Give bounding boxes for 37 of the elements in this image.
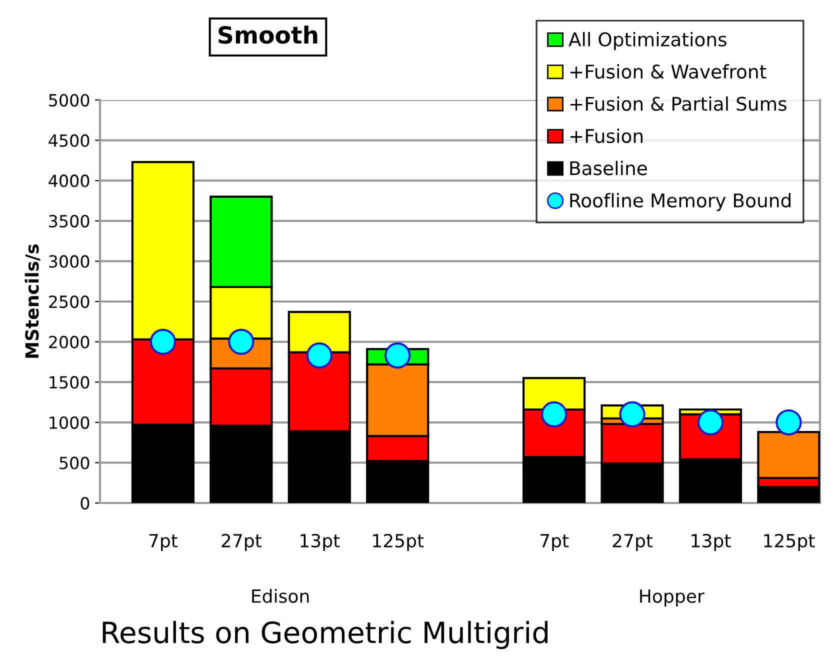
x-tick-label: 125pt [373,534,424,552]
legend-label: Baseline [570,160,647,176]
point [384,342,411,369]
y-tick-label: 1500 [50,376,90,389]
point [776,409,802,436]
legend-label: Roofline Memory Bound [570,193,790,212]
legend-label: +Fusion & Partial Sums [570,96,786,111]
x-tick-label: 125pt [764,534,815,552]
y-tick-label: 5000 [49,94,90,107]
x-tick-label: 27pt [222,534,262,552]
y-tick-label: 4500 [48,134,90,147]
y-tick-label: 2000 [49,336,90,348]
legend-label: All Optimizations [568,32,726,50]
legend-label: +Fusion & Wavefront [570,64,766,79]
x-tick-label: 7pt [149,534,178,552]
x-tick-label: 13pt [300,534,340,552]
x-tick-label: 7pt [540,534,569,552]
text: Hopper [640,590,704,606]
y-tick-label: 3500 [49,214,90,228]
chart-title: Smooth [218,26,318,44]
x-tick-label: 13pt [692,534,731,552]
text: Edison [252,588,309,603]
y-tick-label: 2500 [49,295,90,308]
point [540,401,568,428]
y-tick-label: 4000 [48,174,90,188]
y-axis-title: MStencils/s [24,244,40,358]
y-tick-label: 0 [80,496,90,510]
point [150,328,176,355]
legend-label: +Fusion [570,128,643,144]
x-tick-label: 27pt [612,534,653,552]
y-tick-label: 3000 [49,255,90,268]
point [619,401,646,428]
point [306,342,332,369]
y-tick-label: 1000 [50,416,90,429]
y-tick-label: 500 [60,456,90,470]
point [697,409,724,436]
text: Results on Geometric Multigrid [102,620,548,650]
